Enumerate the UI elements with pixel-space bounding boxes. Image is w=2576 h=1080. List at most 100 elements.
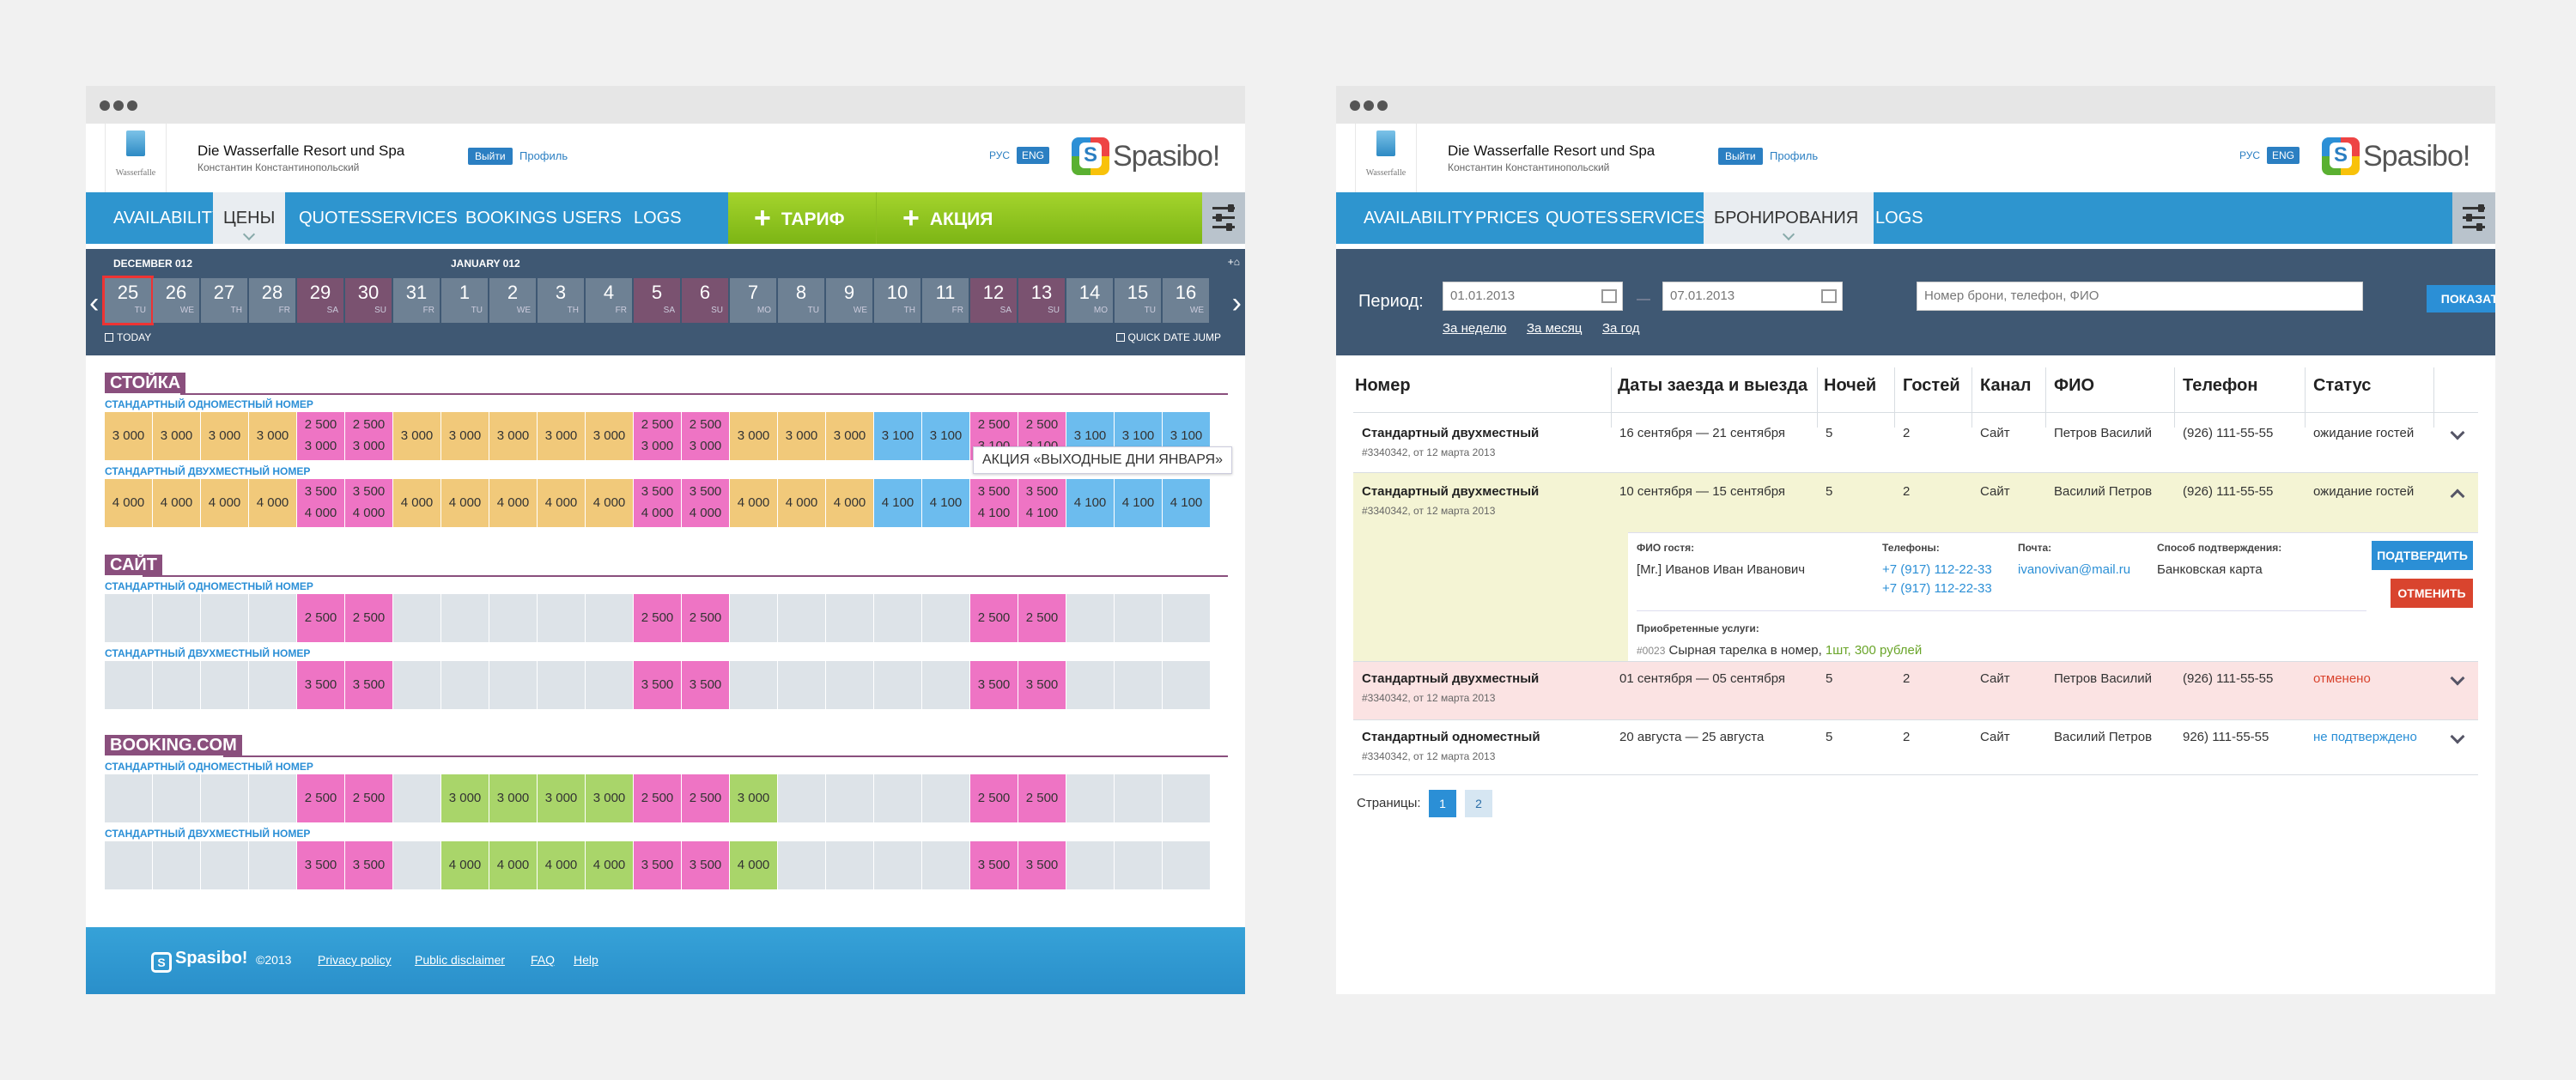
- price-cell[interactable]: 3 500: [682, 841, 729, 889]
- price-cell[interactable]: [393, 594, 440, 642]
- price-cell[interactable]: 3 100: [922, 412, 969, 460]
- price-cell[interactable]: [1115, 774, 1162, 822]
- price-cell[interactable]: [393, 774, 440, 822]
- price-cell[interactable]: 2 500: [297, 774, 344, 822]
- price-cell[interactable]: 3 500 4 100: [1018, 479, 1066, 527]
- date-from-field[interactable]: 01.01.2013: [1443, 282, 1623, 311]
- nav-prices[interactable]: PRICES: [1475, 209, 1540, 228]
- mail-link[interactable]: ivanovivan@mail.ru: [2018, 562, 2131, 577]
- settings-sliders-icon[interactable]: [2452, 192, 2495, 244]
- price-cell[interactable]: [778, 841, 825, 889]
- quick-month-link[interactable]: За месяц: [1527, 321, 1583, 336]
- price-cell[interactable]: [153, 594, 200, 642]
- col-header[interactable]: Статус: [2313, 376, 2372, 395]
- price-cell[interactable]: 4 100: [1115, 479, 1162, 527]
- price-cell[interactable]: [778, 594, 825, 642]
- price-cell[interactable]: 2 500 3 000: [345, 412, 392, 460]
- price-cell[interactable]: 4 000: [538, 841, 585, 889]
- price-cell[interactable]: 4 100: [874, 479, 921, 527]
- price-cell[interactable]: 3 000: [249, 412, 296, 460]
- price-cell[interactable]: 4 000: [586, 479, 633, 527]
- price-cell[interactable]: 4 000: [441, 479, 489, 527]
- profile-link[interactable]: Профиль: [1770, 149, 1819, 162]
- price-cell[interactable]: [778, 774, 825, 822]
- price-cell[interactable]: 3 500: [297, 661, 344, 709]
- price-cell[interactable]: [1115, 841, 1162, 889]
- price-cell[interactable]: [1066, 661, 1114, 709]
- price-cell[interactable]: [778, 661, 825, 709]
- price-cell[interactable]: [922, 594, 969, 642]
- price-cell[interactable]: 2 500: [345, 774, 392, 822]
- prev-arrow-icon[interactable]: ‹: [89, 287, 100, 319]
- col-header[interactable]: Номер: [1355, 376, 1411, 395]
- calendar-day[interactable]: 13 SU: [1018, 278, 1065, 323]
- price-cell[interactable]: [201, 661, 248, 709]
- quick-date-jump[interactable]: QUICK DATE JUMP: [1115, 331, 1221, 343]
- calendar-day[interactable]: 25 TU: [102, 276, 154, 325]
- add-promo-button[interactable]: + АКЦИЯ: [876, 192, 1024, 244]
- price-cell[interactable]: 2 500 3 000: [634, 412, 681, 460]
- calendar-day[interactable]: 6 SU: [682, 278, 728, 323]
- today-toggle[interactable]: TODAY: [105, 331, 151, 343]
- price-cell[interactable]: 4 000: [249, 479, 296, 527]
- price-cell[interactable]: 3 000: [538, 774, 585, 822]
- window-dot[interactable]: [1350, 100, 1360, 111]
- price-cell[interactable]: 3 000: [730, 774, 777, 822]
- price-cell[interactable]: 2 500: [634, 594, 681, 642]
- price-cell[interactable]: [1163, 841, 1210, 889]
- price-cell[interactable]: 3 500: [970, 661, 1018, 709]
- price-cell[interactable]: 3 500 4 000: [682, 479, 729, 527]
- price-cell[interactable]: 3 000: [538, 412, 585, 460]
- price-cell[interactable]: 2 500: [970, 594, 1018, 642]
- price-cell[interactable]: 3 500: [1018, 661, 1066, 709]
- calendar-day[interactable]: 12 SA: [970, 278, 1017, 323]
- col-header[interactable]: Даты заезда и выезда: [1618, 376, 1808, 395]
- calendar-icon[interactable]: [1601, 289, 1617, 303]
- nav-users[interactable]: USERS: [562, 209, 622, 228]
- faq-link[interactable]: FAQ: [531, 953, 556, 967]
- price-cell[interactable]: [249, 774, 296, 822]
- help-link[interactable]: Help: [574, 953, 598, 967]
- price-cell[interactable]: 2 500: [1018, 774, 1066, 822]
- nav-quotes[interactable]: QUOTES: [299, 209, 372, 228]
- window-dot[interactable]: [1364, 100, 1374, 111]
- nav-services[interactable]: SERVICES: [1619, 209, 1706, 228]
- price-cell[interactable]: 3 500 4 100: [970, 479, 1018, 527]
- price-cell[interactable]: 3 000: [586, 774, 633, 822]
- chevron-down-icon[interactable]: [2450, 729, 2465, 744]
- price-cell[interactable]: [201, 594, 248, 642]
- phone-link[interactable]: +7 (917) 112-22-33: [1882, 562, 1992, 577]
- price-cell[interactable]: 2 500: [682, 774, 729, 822]
- calendar-day[interactable]: 14 MO: [1066, 278, 1113, 323]
- price-cell[interactable]: [922, 661, 969, 709]
- price-cell[interactable]: [826, 841, 873, 889]
- price-cell[interactable]: 3 000: [730, 412, 777, 460]
- price-cell[interactable]: [105, 841, 152, 889]
- price-cell[interactable]: 3 500: [345, 841, 392, 889]
- price-cell[interactable]: 3 500: [345, 661, 392, 709]
- calendar-day[interactable]: 15 TU: [1115, 278, 1161, 323]
- price-cell[interactable]: 3 000: [489, 774, 537, 822]
- confirm-button[interactable]: ПОДТВЕРДИТЬ: [2372, 541, 2473, 570]
- price-cell[interactable]: 4 000: [201, 479, 248, 527]
- nav-bookings[interactable]: BOOKINGS: [465, 209, 557, 228]
- price-cell[interactable]: [730, 594, 777, 642]
- calendar-day[interactable]: 1 TU: [441, 278, 488, 323]
- price-cell[interactable]: [249, 841, 296, 889]
- cancel-button[interactable]: ОТМЕНИТЬ: [2391, 579, 2473, 608]
- lang-ru-link[interactable]: РУС: [2239, 149, 2261, 161]
- col-header[interactable]: Телефон: [2183, 376, 2258, 395]
- price-cell[interactable]: 4 000: [489, 841, 537, 889]
- price-cell[interactable]: 4 100: [922, 479, 969, 527]
- calendar-day[interactable]: 31 FR: [393, 278, 440, 323]
- price-cell[interactable]: [201, 841, 248, 889]
- nav-availability[interactable]: AVAILABILITY: [1364, 209, 1474, 228]
- price-cell[interactable]: [1066, 594, 1114, 642]
- lang-en-button[interactable]: ENG: [2267, 147, 2300, 164]
- price-cell[interactable]: 3 000: [201, 412, 248, 460]
- nav-logs[interactable]: LOGS: [634, 209, 682, 228]
- price-cell[interactable]: 3 500 4 000: [297, 479, 344, 527]
- profile-link[interactable]: Профиль: [519, 149, 568, 162]
- price-cell[interactable]: 4 100: [1163, 479, 1210, 527]
- price-cell[interactable]: [489, 661, 537, 709]
